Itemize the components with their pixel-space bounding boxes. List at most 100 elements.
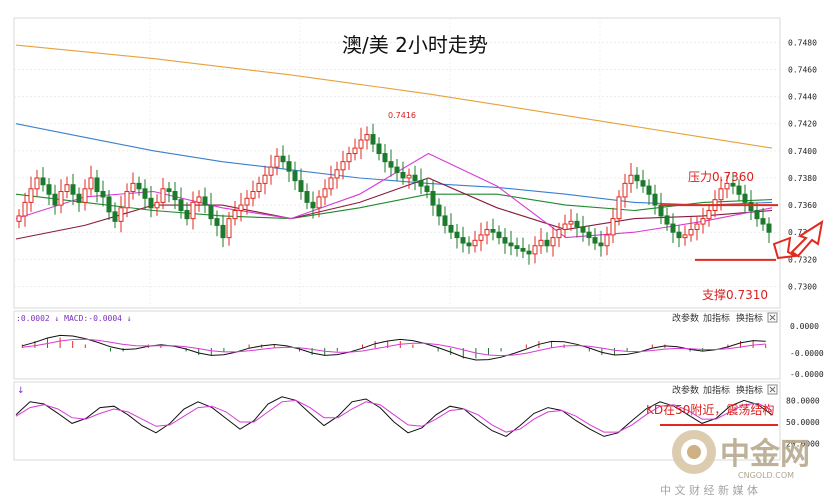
y-tick-label: 0.7340 <box>788 228 817 237</box>
candle-body <box>598 242 604 247</box>
kd-panel: ↓ 80.0000 50.0000 20.0000 改参数 加指标 换指标 KD在5… <box>13 381 820 461</box>
candle-body <box>610 218 616 236</box>
candle-body <box>550 237 556 247</box>
candle-body <box>658 204 664 217</box>
candle-body <box>514 245 520 249</box>
candle-body <box>436 204 442 217</box>
candle-body <box>352 147 358 155</box>
candle-body <box>328 177 334 190</box>
candle-body <box>586 231 592 239</box>
y-tick-label: 0.7400 <box>788 147 817 156</box>
candle-body <box>202 196 208 206</box>
y-tick-label: 0.7360 <box>788 201 817 210</box>
candle-body <box>622 182 628 198</box>
kd-tool-edit[interactable]: 改参数 <box>672 384 699 396</box>
candle-body <box>502 237 508 244</box>
candle-body <box>538 239 544 247</box>
candle-body <box>364 134 370 141</box>
candle-body <box>226 218 232 239</box>
y-tick-label: 0.7420 <box>788 120 817 129</box>
candle-body <box>76 193 82 203</box>
ma-line <box>15 123 773 206</box>
candle-body <box>262 174 268 184</box>
candle-body <box>286 161 292 172</box>
kd-tick-label: 80.0000 <box>786 396 820 405</box>
candle-body <box>748 201 754 211</box>
kd-y-ticks: 80.0000 50.0000 20.0000 <box>786 396 820 448</box>
macd-tool-add[interactable]: 加指标 <box>703 312 730 324</box>
candle-body <box>304 191 310 203</box>
candle-body <box>754 209 760 220</box>
candle-body <box>592 237 598 244</box>
macd-tick-label: 0.0000 <box>790 322 819 331</box>
watermark-tagline: 中 文 财 经 新 媒 体 <box>660 483 758 497</box>
close-icon[interactable] <box>767 312 778 323</box>
candle-body <box>388 161 394 168</box>
candle-body <box>526 250 532 255</box>
candle-body <box>280 155 286 163</box>
watermark-url: CNGOLD.COM <box>738 471 794 480</box>
macd-line <box>22 338 766 357</box>
kd-line <box>15 396 773 437</box>
candle-body <box>130 182 136 193</box>
moving-average-lines <box>15 44 773 240</box>
kd-tool-switch[interactable]: 换指标 <box>736 384 763 396</box>
candle-body <box>424 185 430 193</box>
kd-tick-label: 50.0000 <box>786 418 820 427</box>
macd-tool-switch[interactable]: 换指标 <box>736 312 763 324</box>
kd-tick-label: 20.0000 <box>786 440 820 449</box>
kd-arrow-icon: ↓ <box>17 386 25 396</box>
resistance-label: 压力0.7360 <box>688 170 754 184</box>
candle-body <box>154 201 160 209</box>
candle-body <box>334 169 340 179</box>
candle-body <box>34 177 40 190</box>
close-icon[interactable] <box>767 384 778 395</box>
candle-body <box>574 220 580 228</box>
kd-lines <box>15 396 773 437</box>
candle-body <box>274 155 280 168</box>
candle-body <box>604 234 610 247</box>
main-panel: 0.7480 0.7460 0.7440 0.7420 0.7400 0.7380 0.73… <box>13 17 824 309</box>
macd-tool-edit[interactable]: 改参数 <box>672 312 699 324</box>
candle-body <box>724 182 730 190</box>
candle-body <box>394 166 400 174</box>
kd-tool-add[interactable]: 加指标 <box>703 384 730 396</box>
candle-body <box>682 234 688 239</box>
candle-body <box>22 201 28 217</box>
ma-line <box>15 44 773 149</box>
candle-body <box>736 185 742 195</box>
chart-title: 澳/美 2小时走势 <box>342 33 488 57</box>
candle-body <box>568 220 574 225</box>
candle-body <box>544 239 550 247</box>
candle-body <box>310 201 316 209</box>
candle-body <box>478 234 484 241</box>
candle-body <box>460 237 466 244</box>
candle-body <box>40 177 46 186</box>
macd-panel: :0.0002 ↓ MACD:-0.0004 ↓ 0.0000 -0.0000 -0… <box>13 310 824 380</box>
candle-body <box>418 180 424 187</box>
candle-body <box>670 223 676 233</box>
candle-body <box>556 228 562 239</box>
y-axis-ticks: 0.7480 0.7460 0.7440 0.7420 0.7400 0.7380 0.73… <box>788 38 817 291</box>
down-arrow-icon <box>772 236 799 260</box>
kd-panel-frame <box>13 381 781 461</box>
candle-body <box>64 184 70 193</box>
candle-body <box>94 177 100 193</box>
y-tick-label: 0.7380 <box>788 174 817 183</box>
y-tick-label: 0.7320 <box>788 255 817 264</box>
candle-body <box>166 188 172 193</box>
candle-body <box>454 231 460 239</box>
candle-body <box>82 188 88 203</box>
candle-body <box>346 153 352 163</box>
candle-body <box>70 184 76 195</box>
candle-body <box>16 215 22 222</box>
candle-body <box>190 201 196 220</box>
candlesticks <box>16 123 772 265</box>
candle-body <box>466 242 472 247</box>
support-label: 支撑0.7310 <box>702 287 768 302</box>
candle-body <box>760 218 766 225</box>
candle-body <box>412 174 418 182</box>
candle-body <box>28 188 34 203</box>
candle-body <box>532 245 538 255</box>
